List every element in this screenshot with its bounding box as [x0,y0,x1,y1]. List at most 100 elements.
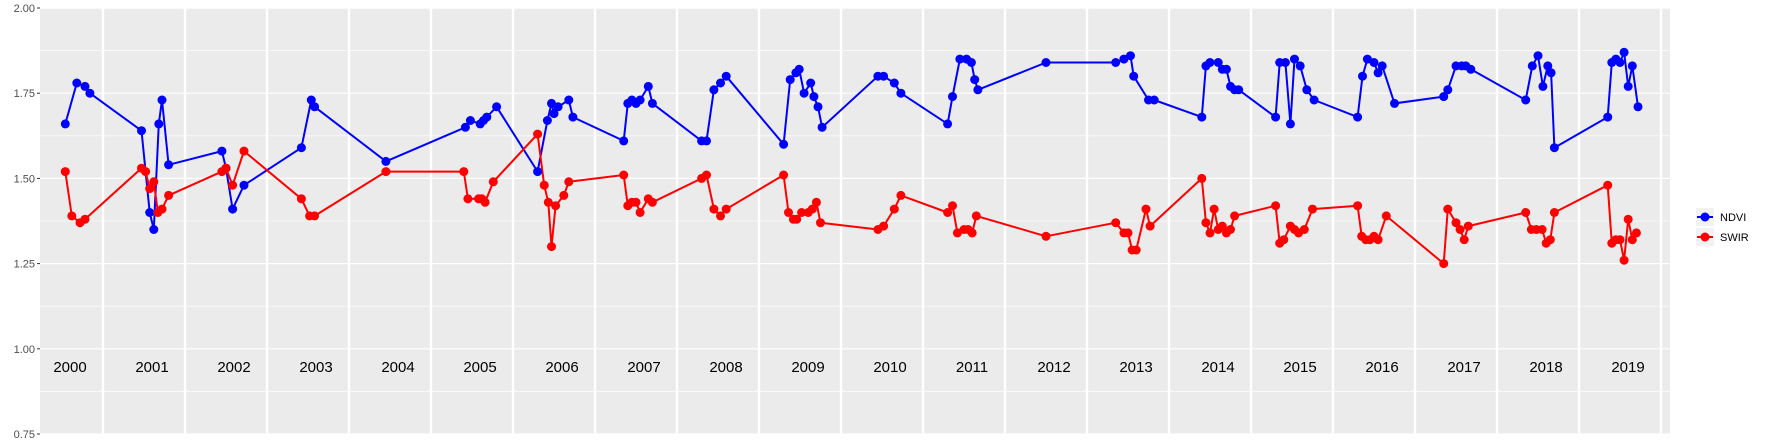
data-point-ndvi [1619,47,1629,57]
data-point-swir [792,214,802,224]
data-point-ndvi [896,88,906,98]
y-tick-label: 1.25 [14,259,35,271]
data-point-swir [67,211,77,221]
data-point-swir [1217,221,1227,231]
data-point-ndvi [647,98,657,108]
data-point-swir [784,208,793,217]
data-point-swir [1197,173,1207,183]
data-point-ndvi [702,136,711,146]
data-point-ndvi [716,78,725,88]
data-point-swir [967,228,977,238]
data-point-ndvi [1439,92,1449,102]
data-point-swir [1353,201,1363,211]
data-point-ndvi [60,119,70,129]
data-point-ndvi [1521,95,1531,105]
data-point-ndvi [1285,119,1295,129]
data-point-swir [709,204,719,214]
data-point-ndvi [1197,112,1207,122]
year-label: 2010 [873,359,906,376]
data-point-swir [797,208,807,217]
data-point-ndvi [721,71,731,81]
data-point-swir [310,211,320,221]
data-point-swir [816,218,825,228]
data-point-swir [1381,211,1391,221]
data-point-ndvi [955,54,965,64]
series-layer [60,47,1643,269]
data-point-ndvi [879,71,889,81]
data-point-ndvi [482,112,492,122]
data-point-ndvi [533,167,543,177]
data-point-ndvi [568,112,578,122]
data-point-ndvi [1234,85,1244,95]
data-point-ndvi [80,81,90,91]
data-point-swir [1308,204,1317,214]
data-point-ndvi [1302,85,1312,95]
data-point-ndvi [889,78,899,88]
data-point-swir [533,129,543,139]
data-point-swir [811,197,821,207]
year-label: 2014 [1201,359,1234,376]
data-point-swir [145,184,155,194]
legend-marker-swir [1700,232,1710,242]
year-label: 2003 [299,359,332,376]
year-label: 2002 [217,359,250,376]
data-point-ndvi [619,136,629,146]
data-point-ndvi [1213,58,1223,67]
data-point-swir [1279,235,1289,245]
data-point-swir [1230,211,1240,221]
data-point-swir [463,194,473,204]
data-point-swir [716,211,725,221]
data-point-ndvi [137,126,146,136]
data-point-ndvi [381,156,391,166]
data-point-ndvi [1615,58,1625,67]
data-point-ndvi [1290,54,1299,64]
data-point-ndvi [970,75,980,85]
data-point-swir [564,177,574,187]
legend-label-ndvi: NDVI [1720,212,1746,224]
data-point-ndvi [635,95,645,105]
data-point-ndvi [779,139,789,149]
y-tick-label: 2.00 [14,3,35,15]
data-point-swir [1459,235,1469,245]
data-point-swir [149,177,159,187]
data-point-swir [459,167,469,177]
data-point-ndvi [943,119,953,129]
data-point-ndvi [785,75,795,85]
data-point-ndvi [1149,95,1159,105]
data-point-ndvi [813,102,823,112]
data-point-swir [1443,204,1453,214]
data-point-swir [551,201,561,211]
data-point-swir [1226,225,1235,234]
data-point-swir [488,177,498,187]
data-point-ndvi [1369,58,1379,67]
data-point-swir [1123,228,1133,238]
data-point-ndvi [553,102,563,112]
data-point-ndvi [643,81,653,91]
data-point-swir [879,221,889,231]
data-point-ndvi [1041,58,1051,67]
data-point-ndvi [948,92,957,102]
year-label: 2000 [53,359,86,376]
data-point-swir [1201,218,1211,228]
data-point-swir [1545,235,1555,245]
data-point-ndvi [1627,61,1637,71]
data-point-swir [559,190,569,200]
data-point-ndvi [306,95,316,105]
year-label: 2012 [1037,359,1070,376]
year-label: 2019 [1611,359,1644,376]
data-point-swir [635,208,645,217]
data-point-swir [1615,235,1625,245]
data-point-swir [1439,259,1449,269]
data-point-swir [1619,255,1629,265]
data-point-ndvi [1546,68,1556,78]
data-point-swir [1451,218,1461,228]
year-label: 2006 [545,359,578,376]
data-point-swir [1549,208,1559,217]
data-point-ndvi [465,116,475,125]
year-label: 2001 [135,359,168,376]
data-point-swir [631,197,641,207]
data-point-ndvi [149,225,159,234]
data-point-ndvi [1295,61,1305,71]
year-label: 2017 [1447,359,1480,376]
